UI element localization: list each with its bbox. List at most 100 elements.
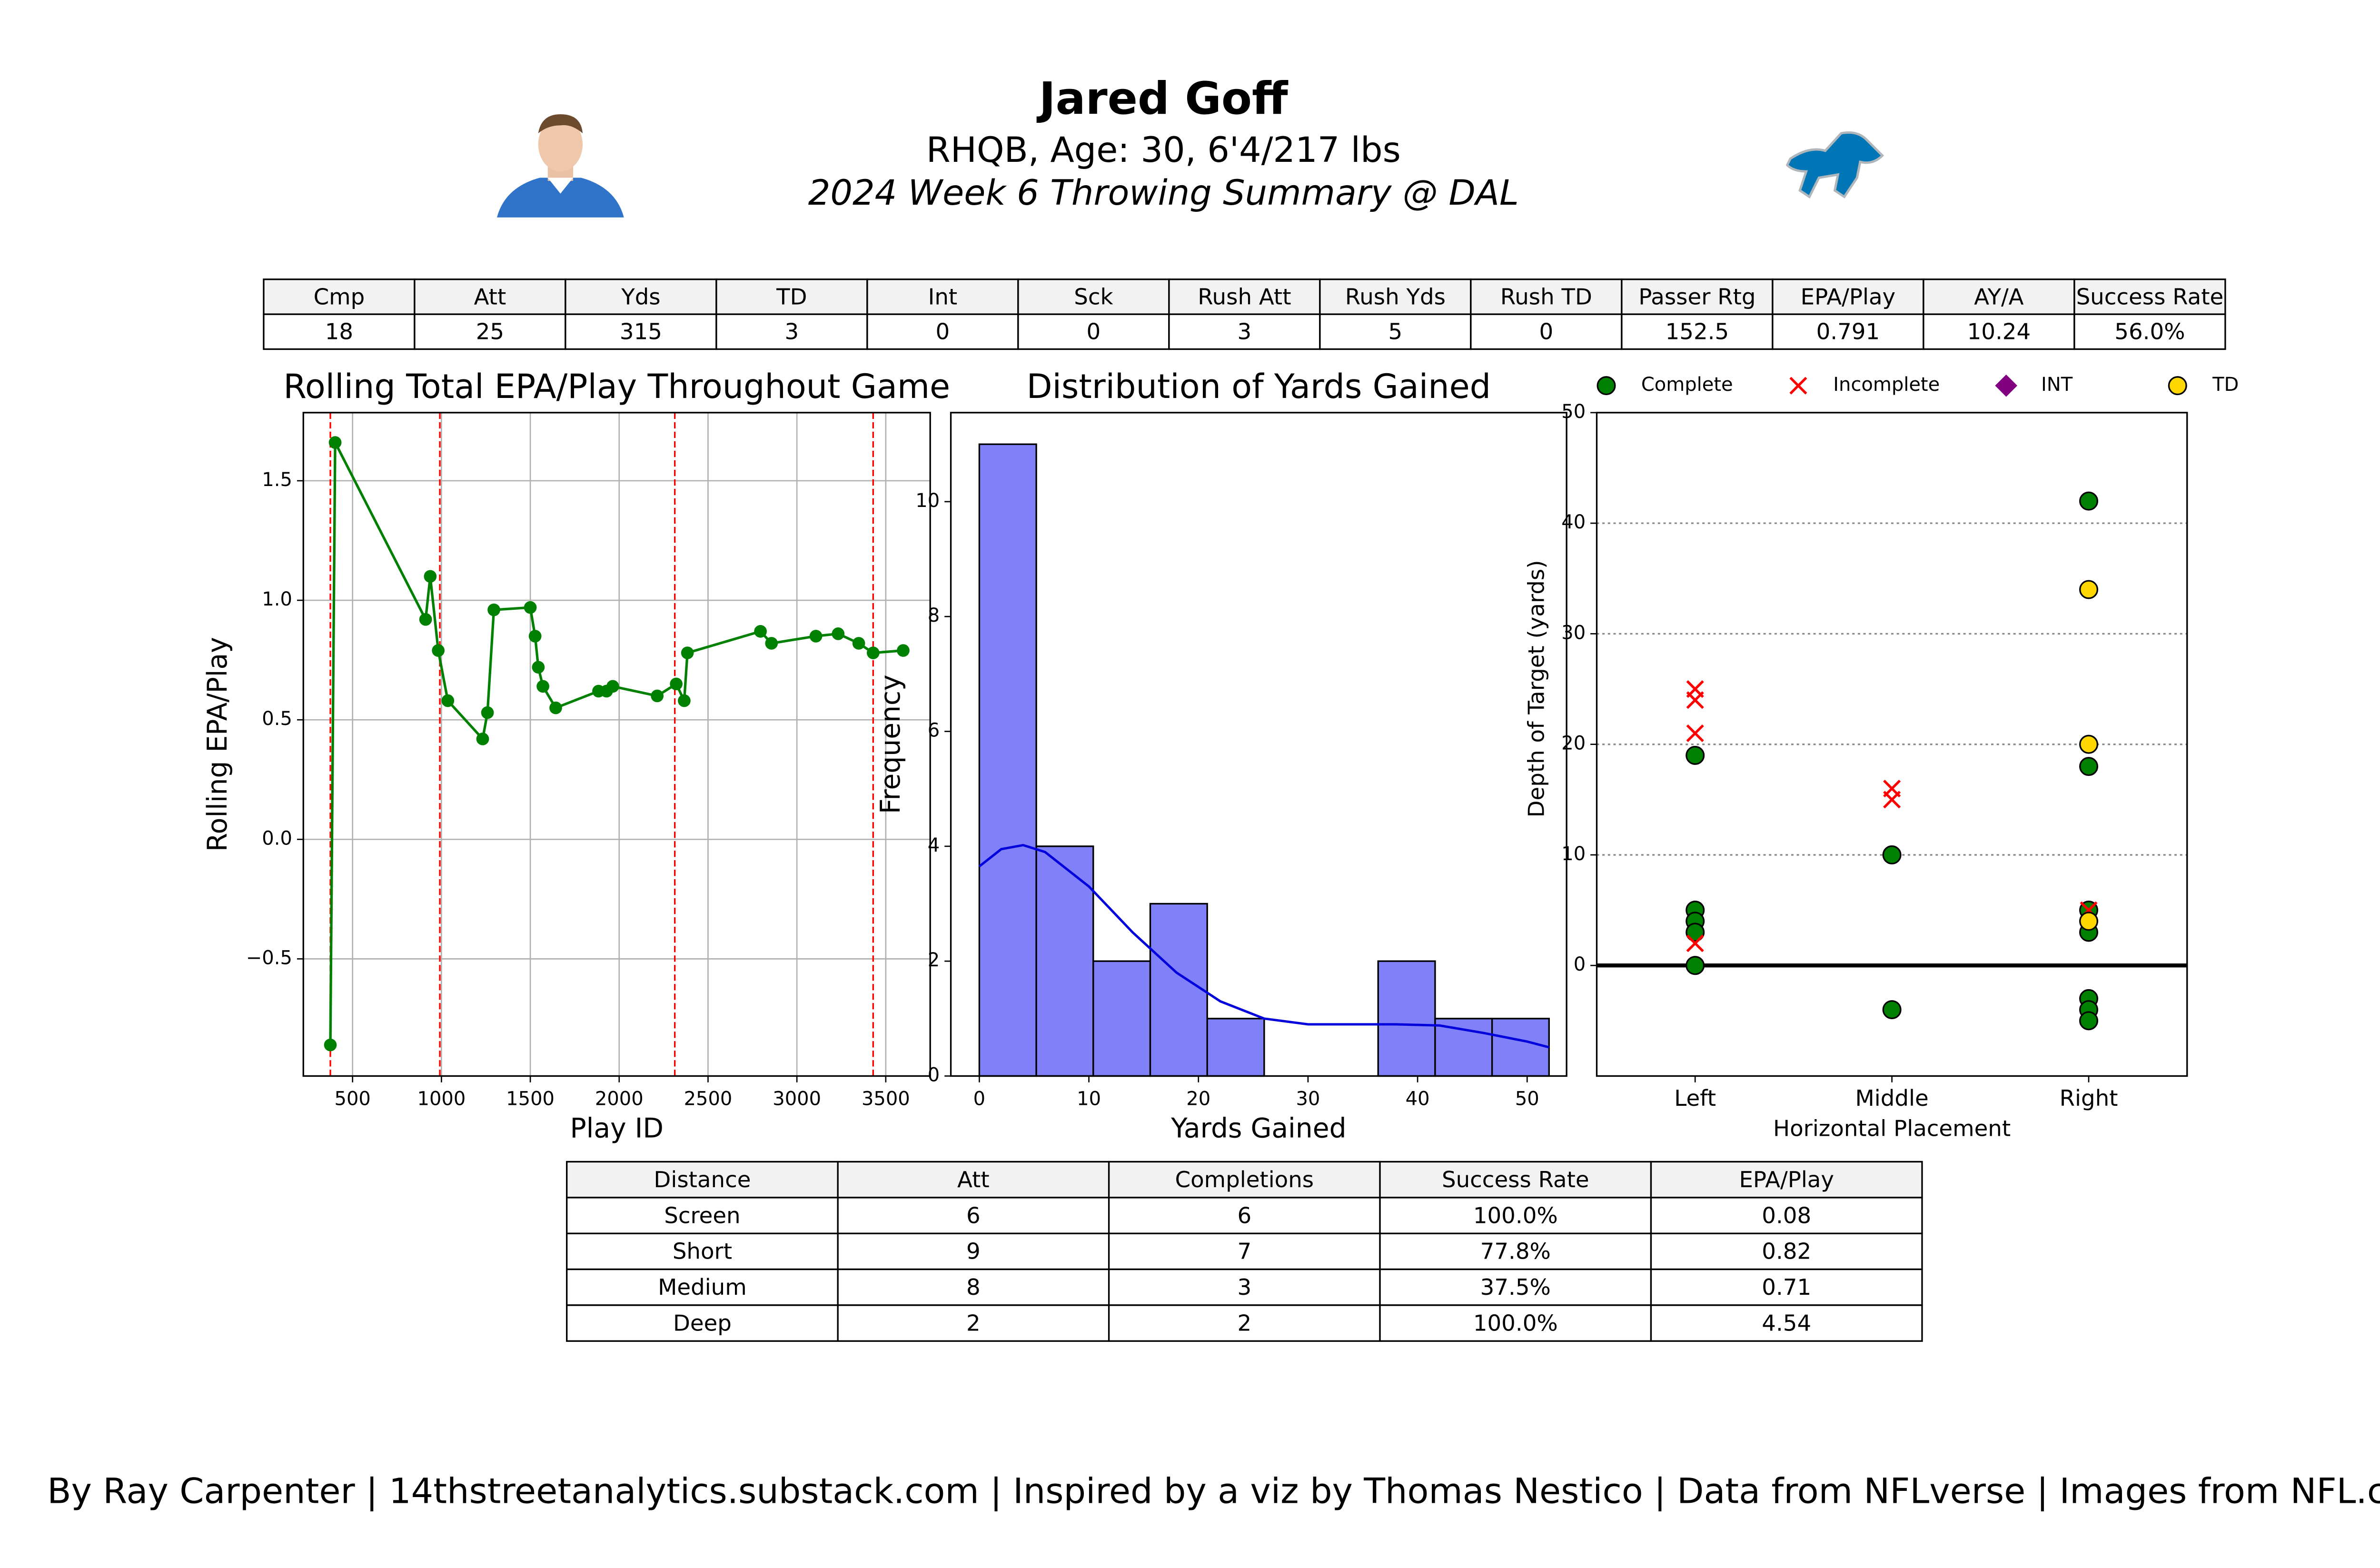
epa-point xyxy=(424,570,437,583)
subtitle: RHQB, Age: 30, 6'4/217 lbs xyxy=(926,130,1401,170)
table-value: 100.0% xyxy=(1473,1310,1558,1336)
table-header-cell xyxy=(1319,278,1472,315)
table-cell xyxy=(1108,1268,1381,1306)
table-header: AY/A xyxy=(1974,284,2024,310)
table-cell xyxy=(1470,313,1623,350)
marker-circle xyxy=(2168,376,2187,396)
epa-point xyxy=(328,436,342,449)
y-axis-label: Rolling EPA/Play xyxy=(202,637,233,852)
epa-point xyxy=(897,644,910,657)
y-tick-label: 4 xyxy=(928,834,940,856)
x-tick-label: Right xyxy=(2060,1086,2118,1111)
table-cell xyxy=(1772,313,1924,350)
x-tick-label: 20 xyxy=(1186,1088,1210,1110)
table-value: 6 xyxy=(966,1203,981,1229)
epa-point xyxy=(765,637,778,650)
table-value: 37.5% xyxy=(1480,1275,1551,1300)
y-axis-label: Frequency xyxy=(875,675,906,814)
table-value: 0.08 xyxy=(1762,1203,1811,1229)
x-tick-label: 3000 xyxy=(773,1088,821,1110)
epa-point xyxy=(532,661,545,674)
marker-circle xyxy=(2079,734,2099,754)
legend-label: TD xyxy=(2212,374,2239,396)
table-header: Rush Att xyxy=(1198,284,1291,310)
x-tick-label: 2000 xyxy=(595,1088,644,1110)
table-header: Passer Rtg xyxy=(1638,284,1755,310)
epa-point xyxy=(809,630,823,643)
epa-point xyxy=(754,625,767,638)
table-value: Deep xyxy=(673,1310,732,1336)
epa-point xyxy=(536,680,549,693)
x-tick-label: 0 xyxy=(973,1088,985,1110)
marker-x xyxy=(1686,724,1704,742)
epa-point xyxy=(419,613,432,626)
marker-circle xyxy=(1686,923,1705,942)
x-axis-label: Play ID xyxy=(570,1112,664,1144)
table-value: 0.791 xyxy=(1816,319,1880,345)
plot-frame xyxy=(302,412,931,1077)
table-cell xyxy=(1108,1304,1381,1342)
x-axis-label: Horizontal Placement xyxy=(1773,1116,2011,1141)
table-value: 2 xyxy=(966,1310,981,1336)
table-value: 0.71 xyxy=(1762,1275,1811,1300)
hist-bar xyxy=(1434,1018,1493,1077)
epa-point xyxy=(476,733,489,745)
table-value: 56.0% xyxy=(2114,319,2185,345)
table-header: EPA/Play xyxy=(1801,284,1896,310)
plot-frame xyxy=(950,412,1567,1077)
kde-curve xyxy=(978,844,1549,1049)
summary: 2024 Week 6 Throwing Summary @ DAL xyxy=(808,173,1519,213)
x-tick-label: 1500 xyxy=(506,1088,555,1110)
table-header-cell xyxy=(1108,1161,1381,1199)
table-value: 5 xyxy=(1388,319,1403,345)
x-tick-label: Middle xyxy=(1855,1086,1929,1111)
chart-title: Rolling Total EPA/Play Throughout Game xyxy=(283,367,950,406)
title: Jared Goff xyxy=(1036,73,1289,125)
table-cell xyxy=(2073,313,2226,350)
table-cell xyxy=(1319,313,1472,350)
table-value: 4.54 xyxy=(1762,1310,1811,1336)
hist-bar xyxy=(978,443,1037,1077)
chart-title: Distribution of Yards Gained xyxy=(1027,367,1491,406)
headshot xyxy=(497,114,624,218)
table-cell xyxy=(1650,1304,1923,1342)
legend-label: Complete xyxy=(1641,374,1733,396)
table-header-cell xyxy=(1650,1161,1923,1199)
marker-x xyxy=(1883,791,1901,809)
x-tick-label: 500 xyxy=(335,1088,371,1110)
marker-circle xyxy=(2079,757,2099,776)
y-tick-label: 1.0 xyxy=(262,588,292,610)
table-value: 10.24 xyxy=(1967,319,2031,345)
table-header: Completions xyxy=(1175,1167,1314,1193)
hist-bar xyxy=(1035,845,1094,1077)
table-cell xyxy=(1923,313,2075,350)
table-value: Screen xyxy=(664,1203,740,1229)
y-tick-label: −0.5 xyxy=(246,947,292,969)
y-tick-label: 10 xyxy=(1561,843,1586,865)
legend-item: Incomplete xyxy=(1789,374,1940,396)
table-cell xyxy=(1621,313,1774,350)
table-cell xyxy=(414,313,566,350)
y-tick-label: 0.0 xyxy=(262,827,292,849)
table-value: 25 xyxy=(476,319,504,345)
legend-label: INT xyxy=(2041,374,2073,396)
hist-bar xyxy=(1377,960,1436,1077)
table-value: 2 xyxy=(1237,1310,1251,1336)
marker-circle xyxy=(1686,745,1705,765)
marker-circle xyxy=(2079,1011,2099,1031)
marker-circle xyxy=(1882,845,1902,864)
table-header: Distance xyxy=(654,1167,751,1193)
plot-frame xyxy=(1596,412,2188,1077)
y-tick-label: 40 xyxy=(1561,511,1586,533)
table-value: 9 xyxy=(966,1239,981,1265)
table-header-cell xyxy=(1923,278,2075,315)
table-header-cell xyxy=(1017,278,1170,315)
table-cell xyxy=(566,1304,839,1342)
y-tick-label: 0.5 xyxy=(262,708,292,730)
epa-point xyxy=(867,646,880,659)
y-tick-label: 0 xyxy=(1574,953,1586,975)
marker-circle xyxy=(1882,1000,1902,1020)
x-axis-label: Yards Gained xyxy=(1170,1112,1346,1144)
x-tick-label: 50 xyxy=(1515,1088,1539,1110)
